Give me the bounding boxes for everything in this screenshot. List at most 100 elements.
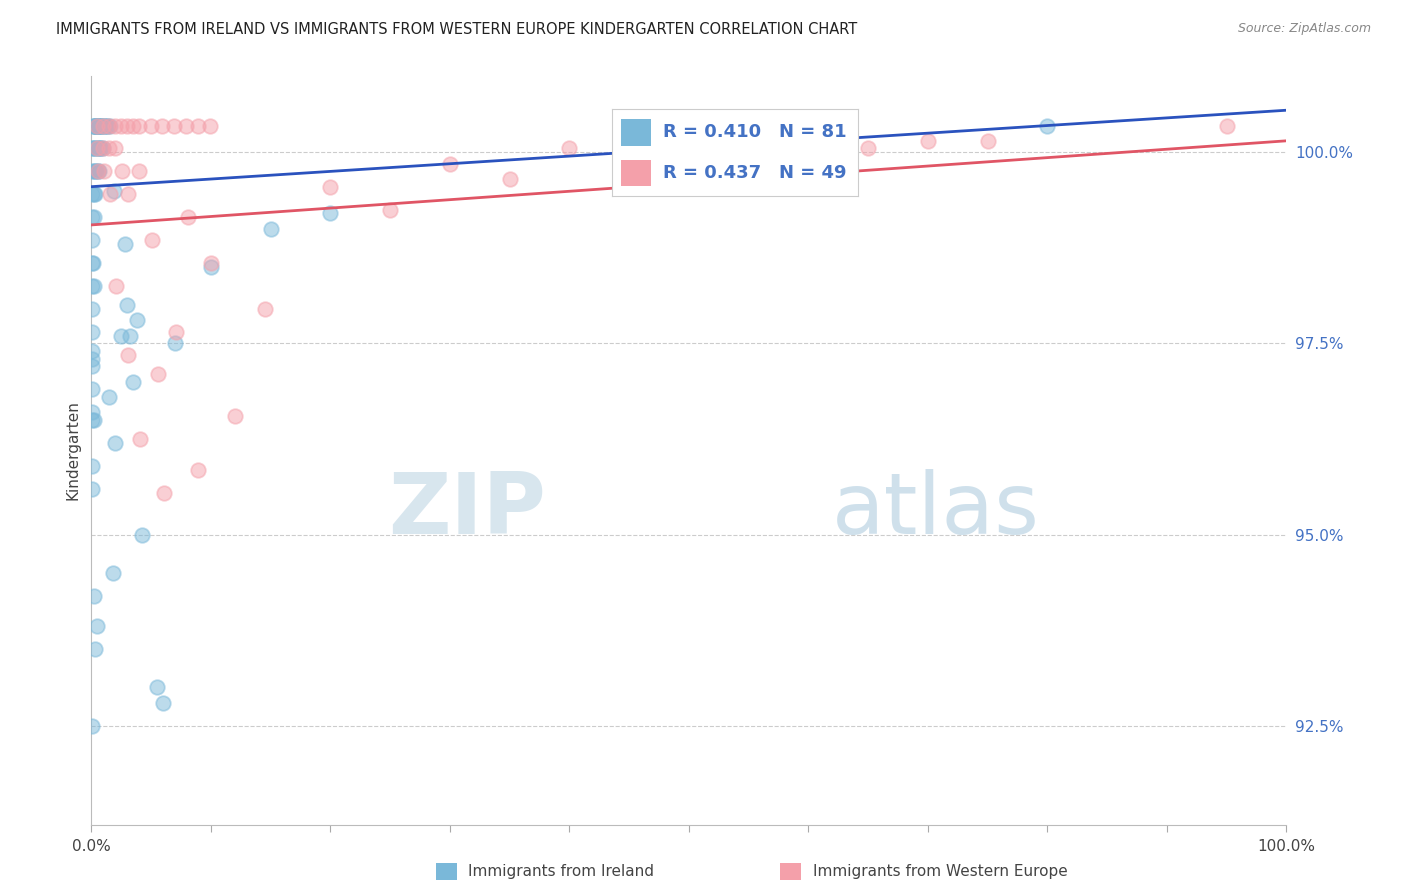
Point xyxy=(152,696,174,710)
Point xyxy=(83,119,105,133)
Point xyxy=(97,119,120,133)
Point xyxy=(86,141,108,155)
Point xyxy=(97,141,120,155)
Point xyxy=(439,157,461,171)
Point xyxy=(558,141,581,155)
Point xyxy=(83,141,105,155)
Point xyxy=(82,382,104,396)
Text: atlas: atlas xyxy=(832,469,1040,552)
Point xyxy=(259,221,281,235)
Text: Source: ZipAtlas.com: Source: ZipAtlas.com xyxy=(1237,22,1371,36)
Point xyxy=(87,141,110,155)
Point xyxy=(84,164,107,178)
Text: ZIP: ZIP xyxy=(388,469,546,552)
Point xyxy=(678,119,700,133)
Point xyxy=(498,172,520,186)
Point xyxy=(187,119,209,133)
Point xyxy=(146,681,169,695)
Point xyxy=(139,119,162,133)
Point xyxy=(152,119,174,133)
Text: R = 0.410: R = 0.410 xyxy=(664,123,762,142)
Point xyxy=(82,279,104,293)
Point xyxy=(101,566,124,580)
Point xyxy=(103,184,125,198)
Text: Immigrants from Ireland: Immigrants from Ireland xyxy=(468,864,654,879)
Point xyxy=(83,279,105,293)
Point xyxy=(82,119,104,133)
Point xyxy=(83,211,105,225)
Y-axis label: Kindergarten: Kindergarten xyxy=(65,401,80,500)
Point xyxy=(84,642,107,657)
Point xyxy=(91,141,114,155)
Point xyxy=(856,141,880,155)
Point xyxy=(82,187,104,202)
Point xyxy=(104,119,127,133)
Point xyxy=(82,482,104,496)
Point xyxy=(131,527,153,541)
Point xyxy=(111,164,134,178)
Point xyxy=(224,409,246,423)
Point xyxy=(110,328,132,343)
Point xyxy=(89,119,111,133)
Point xyxy=(83,164,105,178)
Point xyxy=(82,256,104,270)
Point xyxy=(117,348,139,362)
Point xyxy=(86,619,108,633)
Point xyxy=(619,157,641,171)
Point xyxy=(87,119,110,133)
Point xyxy=(148,367,170,381)
Point xyxy=(98,119,121,133)
Point xyxy=(122,375,145,389)
Point xyxy=(96,119,118,133)
Text: R = 0.437: R = 0.437 xyxy=(664,163,762,182)
Point xyxy=(82,233,104,247)
Point xyxy=(94,119,117,133)
Point xyxy=(319,206,342,220)
Point xyxy=(82,141,104,155)
Text: IMMIGRANTS FROM IRELAND VS IMMIGRANTS FROM WESTERN EUROPE KINDERGARTEN CORRELATI: IMMIGRANTS FROM IRELAND VS IMMIGRANTS FR… xyxy=(56,22,858,37)
Point xyxy=(163,336,186,351)
Point xyxy=(1036,119,1059,133)
Point xyxy=(82,359,104,374)
Point xyxy=(87,164,110,178)
Point xyxy=(83,187,105,202)
Point xyxy=(93,119,115,133)
Point xyxy=(141,233,163,247)
Point xyxy=(319,179,342,194)
Point xyxy=(200,260,222,274)
Point xyxy=(90,119,112,133)
Point xyxy=(1215,119,1237,133)
Point xyxy=(83,164,105,178)
Point xyxy=(93,164,115,178)
Point xyxy=(82,301,104,316)
Point xyxy=(104,141,127,155)
Point xyxy=(737,141,759,155)
Point xyxy=(378,202,402,217)
Point xyxy=(82,164,104,178)
Point xyxy=(253,301,276,316)
Point xyxy=(89,141,111,155)
Point xyxy=(976,134,998,148)
Point xyxy=(87,141,110,155)
Point xyxy=(91,119,114,133)
Point xyxy=(128,432,150,446)
Point xyxy=(86,119,108,133)
Point xyxy=(83,119,105,133)
Point xyxy=(87,119,110,133)
Point xyxy=(82,344,104,359)
Point xyxy=(83,119,105,133)
Point xyxy=(917,134,939,148)
Point xyxy=(83,589,105,603)
Point xyxy=(89,119,111,133)
Point xyxy=(84,119,107,133)
Point xyxy=(104,279,127,293)
Point xyxy=(117,187,139,202)
Point xyxy=(114,237,136,252)
Point xyxy=(165,325,187,339)
Point xyxy=(86,141,108,155)
Text: Immigrants from Western Europe: Immigrants from Western Europe xyxy=(813,864,1067,879)
Point xyxy=(86,119,108,133)
Point xyxy=(82,405,104,419)
Point xyxy=(83,413,105,427)
Point xyxy=(97,119,120,133)
